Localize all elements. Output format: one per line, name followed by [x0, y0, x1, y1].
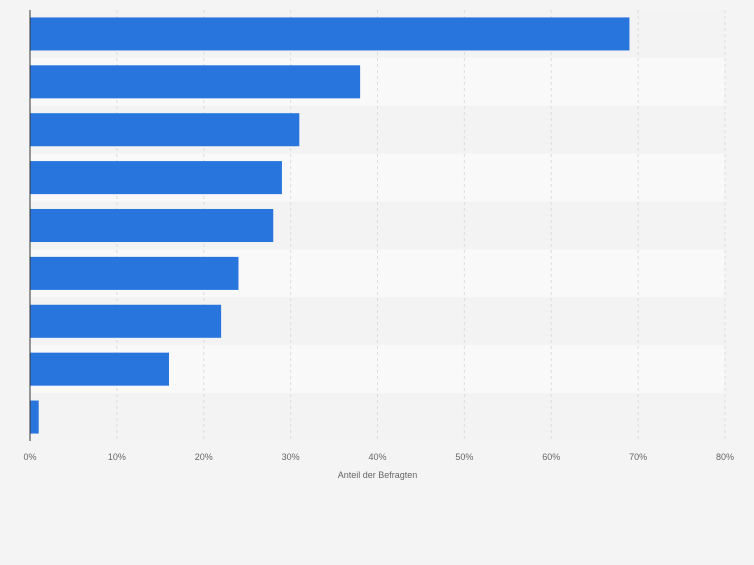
bar	[30, 17, 630, 51]
x-tick-label: 0%	[23, 452, 36, 462]
x-tick-label: 80%	[716, 452, 734, 462]
x-axis-label: Anteil der Befragten	[338, 470, 418, 480]
x-tick-label: 40%	[368, 452, 386, 462]
x-tick-label: 70%	[629, 452, 647, 462]
x-tick-label: 20%	[195, 452, 213, 462]
bar-series	[30, 17, 630, 434]
bar	[30, 65, 361, 99]
x-tick-label: 30%	[282, 452, 300, 462]
x-tick-labels: 0% 10% 20% 30% 40% 50% 60% 70% 80%	[23, 452, 734, 462]
x-tick-label: 10%	[108, 452, 126, 462]
bar	[30, 304, 222, 338]
bar	[30, 256, 239, 290]
x-tick-label: 50%	[455, 452, 473, 462]
x-tick-label: 60%	[542, 452, 560, 462]
bar	[30, 352, 169, 386]
bar	[30, 400, 39, 434]
bar	[30, 161, 282, 195]
bar	[30, 208, 274, 243]
bar	[30, 113, 300, 147]
